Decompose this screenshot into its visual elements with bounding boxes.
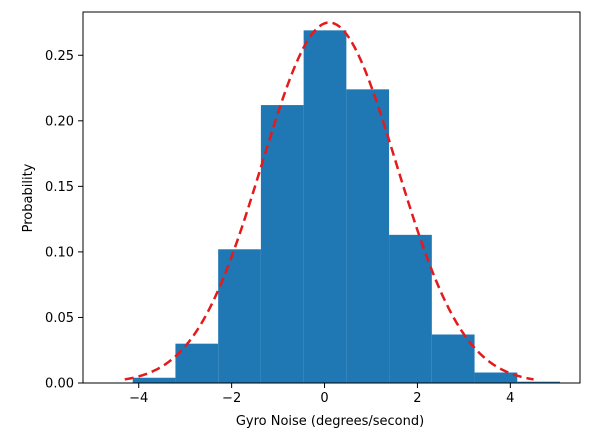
x-tick-label: −2 bbox=[222, 391, 241, 406]
x-tick-label: 0 bbox=[320, 391, 328, 406]
histogram-bar-1 bbox=[175, 343, 219, 383]
histogram-bar-9 bbox=[517, 381, 561, 383]
x-tick-label: 2 bbox=[413, 391, 421, 406]
y-axis-ticks: 0.00 0.05 0.10 0.15 0.20 0.25 bbox=[45, 49, 83, 392]
y-tick-label: 0.10 bbox=[45, 245, 74, 260]
histogram-bar-0 bbox=[132, 377, 176, 383]
plot-frame bbox=[82, 11, 581, 384]
x-tick-label: −4 bbox=[129, 391, 148, 406]
y-tick-label: 0.25 bbox=[45, 49, 74, 64]
histogram-bar-8 bbox=[474, 372, 518, 383]
x-axis-label: Gyro Noise (degrees/second) bbox=[236, 414, 424, 429]
histogram-bar-7 bbox=[431, 334, 475, 383]
y-tick-label: 0.15 bbox=[45, 180, 74, 195]
x-tick-label: 4 bbox=[506, 391, 514, 406]
histogram-bar-2 bbox=[218, 249, 261, 383]
histogram-bars bbox=[132, 30, 561, 384]
y-tick-label: 0.20 bbox=[45, 114, 74, 129]
histogram-bar-5 bbox=[346, 89, 390, 384]
histogram-bar-6 bbox=[389, 234, 432, 383]
histogram-bar-4 bbox=[303, 30, 347, 383]
y-axis-label: Probability bbox=[21, 163, 36, 232]
x-axis-ticks: −4 −2 0 2 4 bbox=[129, 383, 514, 406]
y-tick-label: 0.00 bbox=[45, 377, 74, 392]
histogram-bar-3 bbox=[260, 105, 304, 384]
y-tick-label: 0.05 bbox=[45, 311, 74, 326]
normal-fit-curve bbox=[124, 21, 534, 381]
